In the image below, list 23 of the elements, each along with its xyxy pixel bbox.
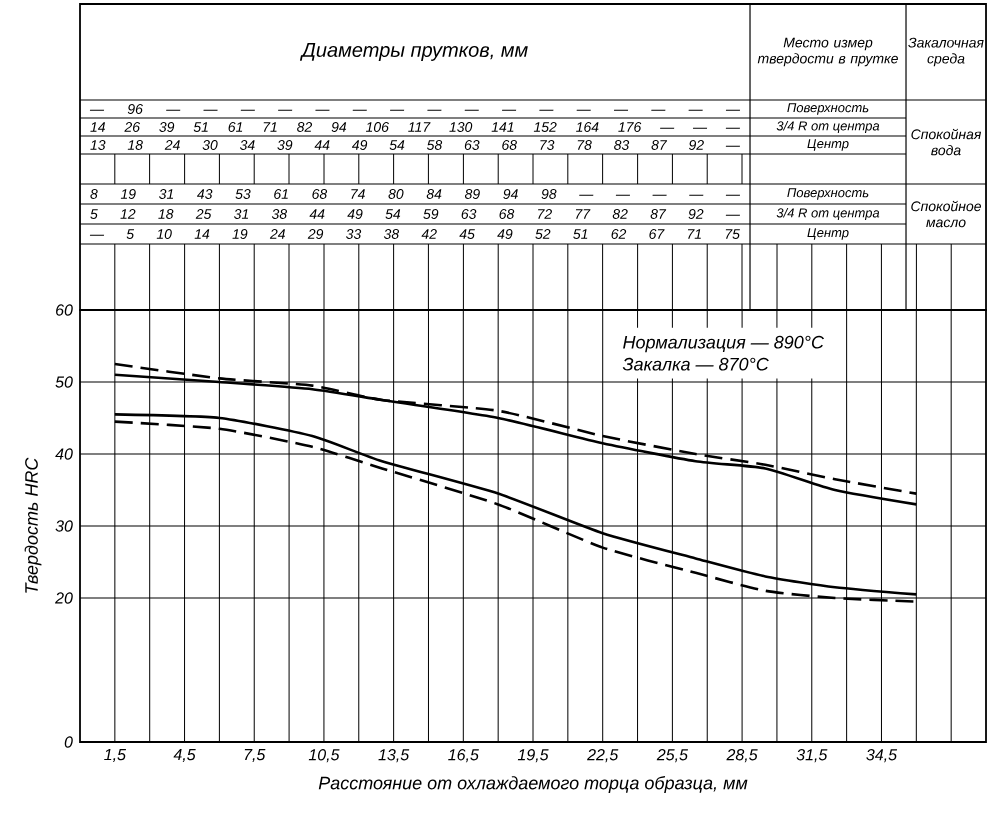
x-tick-label: 28,5 [726,749,758,763]
x-axis-title: Расстояние от охлаждаемого торца образца, мм [318,776,748,793]
y-axis-title: Твердость HRC [24,457,42,593]
y-tick-label: 20 [55,592,73,604]
x-tick-label: 7,5 [244,749,266,763]
annotation: Нормализация — 890°C [623,335,825,353]
x-tick-label: 13,5 [378,749,410,763]
x-tick-label: 22,5 [587,749,619,763]
x-tick-label: 4,5 [173,749,196,763]
y-tick-label: 0 [64,736,73,748]
x-tick-label: 16,5 [448,749,479,763]
x-tick-label: 25,5 [656,749,688,763]
x-tick-label: 34,5 [866,749,898,763]
y-tick-label: 30 [55,520,73,532]
y-tick-label: 40 [55,448,73,460]
x-tick-label: 19,5 [517,749,549,763]
text: Диаметры прутков, мм [299,43,528,61]
y-tick-label: 60 [56,304,73,316]
x-tick-label: 10,5 [308,749,340,763]
y-tick-label: 50 [55,376,73,388]
annotation: Закалка — 870°C [622,357,769,371]
x-tick-label: 1,5 [104,749,127,763]
x-tick-label: 31,5 [796,749,828,763]
